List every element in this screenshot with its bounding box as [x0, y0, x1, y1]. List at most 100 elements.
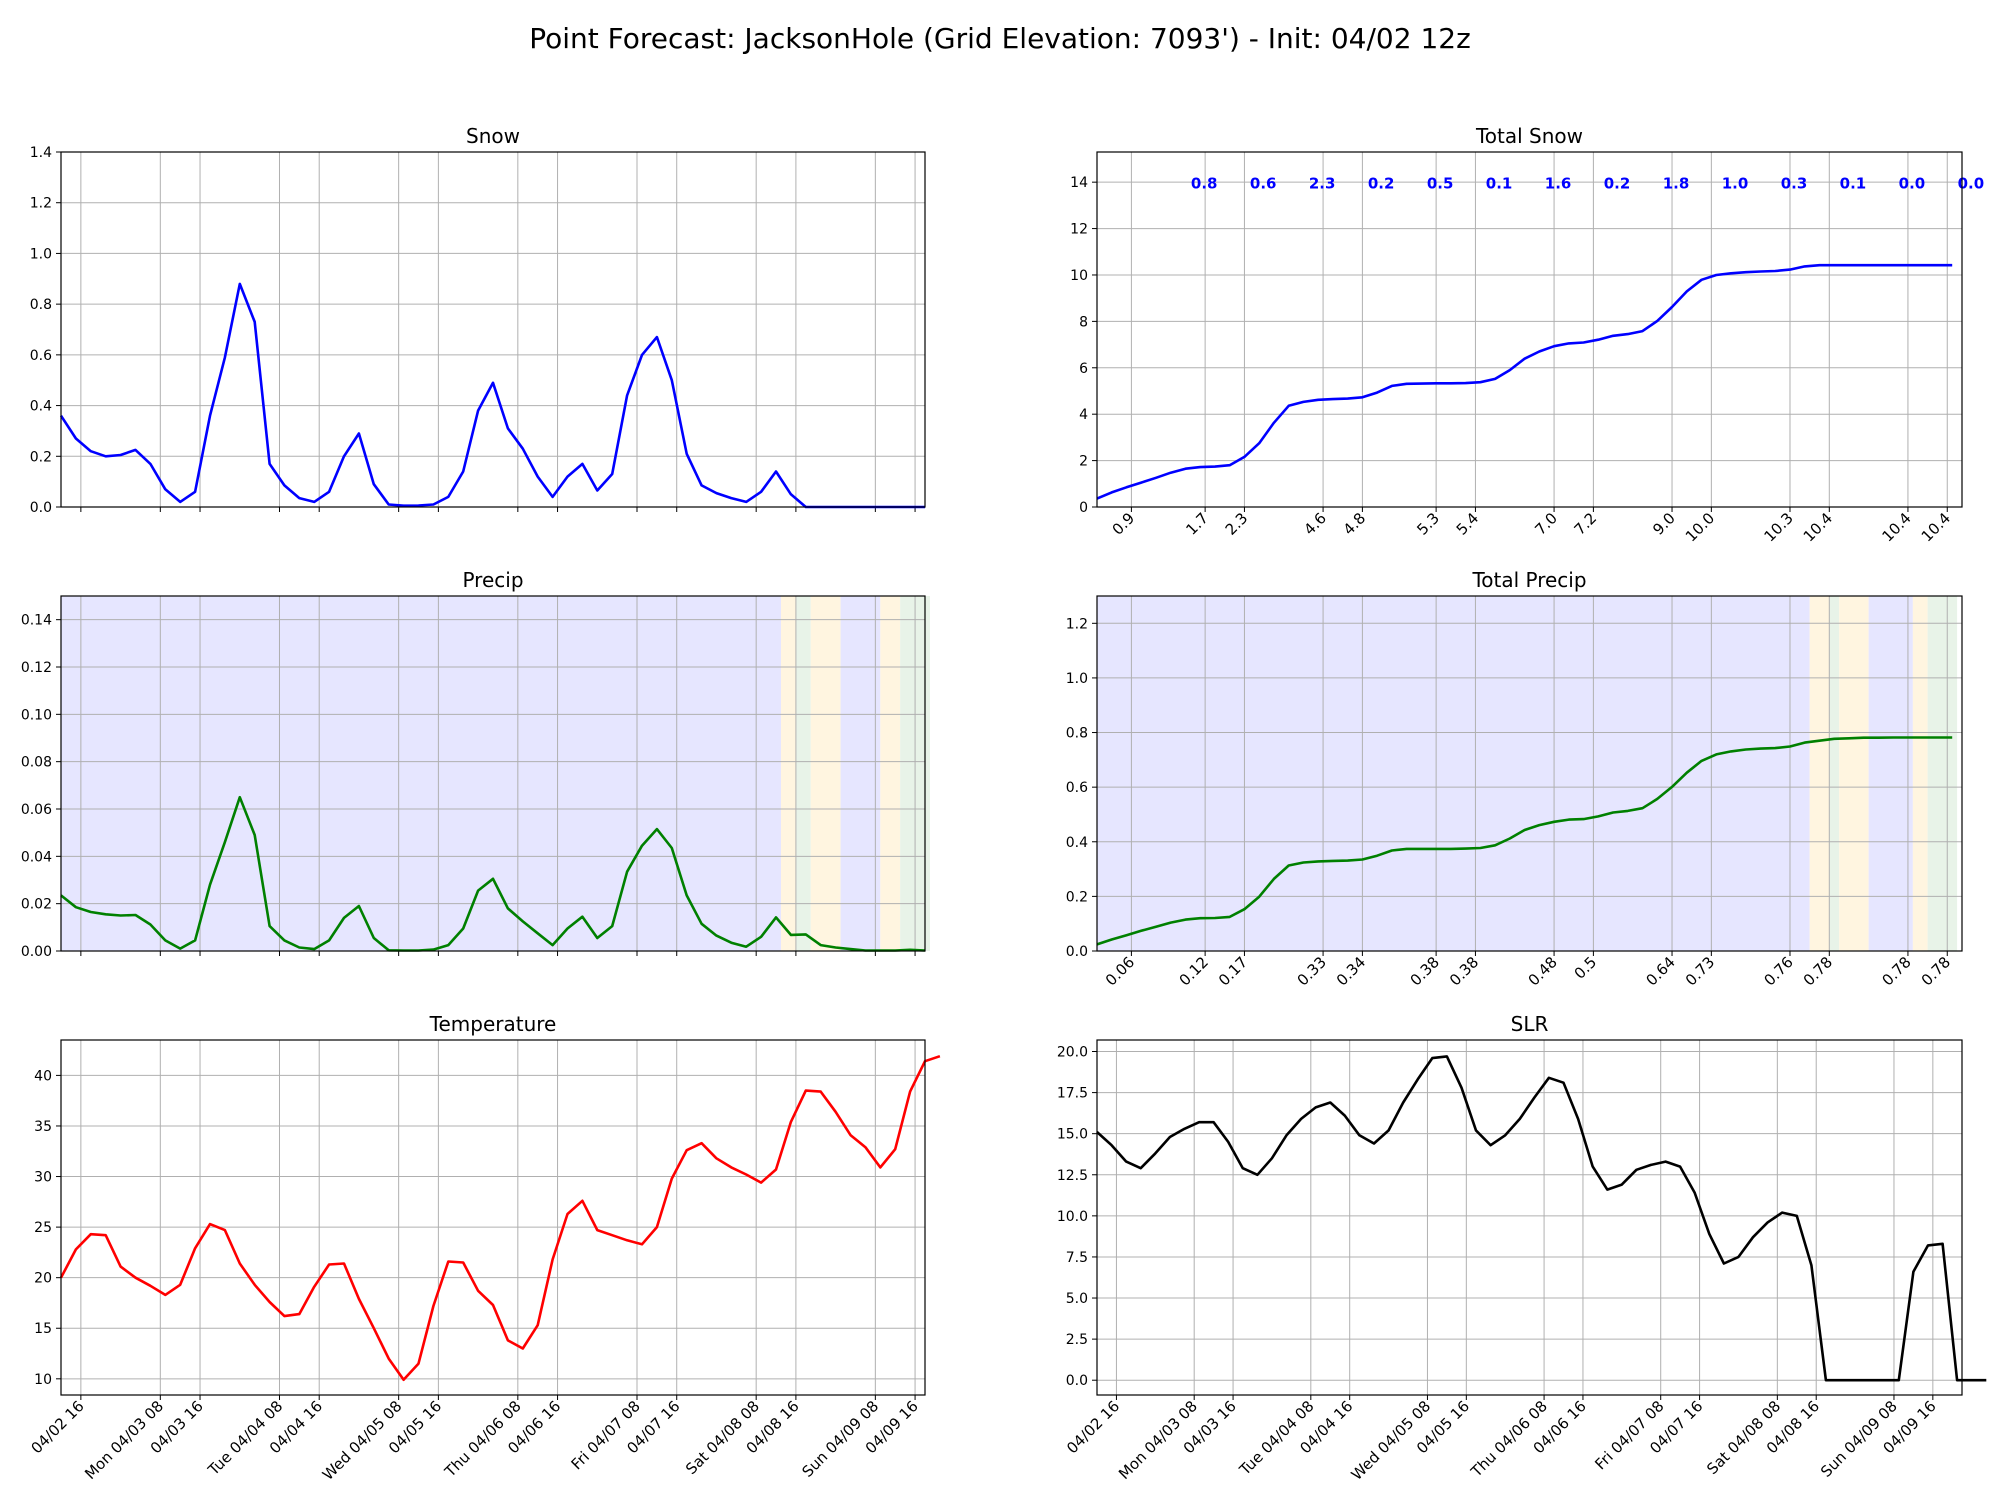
x-tick-label: 4.6 [1300, 509, 1330, 539]
axes-frame [1096, 151, 1963, 508]
panel-total-precip: 0.00.20.40.60.81.01.20.06 0.12 0.17 0.33 0.3… [1066, 568, 1963, 989]
y-tick-label: 12.5 [1057, 1168, 1088, 1184]
x-tick-label: 0.78 [1878, 953, 1914, 989]
period-total-label: 1.0 [1722, 174, 1749, 192]
precip-type-band [795, 596, 811, 951]
axes-frame [60, 595, 926, 952]
period-total-label: 0.5 [1427, 174, 1454, 192]
precip-type-band [880, 596, 901, 951]
x-tick-label: 10.4 [1800, 509, 1836, 545]
series-line [59, 1054, 941, 1382]
x-tick-label: 0.48 [1525, 953, 1561, 989]
precip-type-band [781, 596, 796, 951]
y-tick-label: 14 [1070, 175, 1088, 191]
y-tick-label: 17.5 [1057, 1086, 1088, 1102]
series-line [59, 282, 925, 509]
x-tick-label: 0.64 [1643, 953, 1679, 989]
period-total-label: 0.0 [1899, 174, 1926, 192]
x-tick-label: 10.3 [1760, 509, 1796, 545]
x-tick-label: 0.06 [1102, 953, 1138, 989]
y-tick-label: 0.14 [21, 613, 52, 629]
precip-type-band [1097, 596, 1810, 951]
y-tick-label: 0.2 [30, 449, 52, 465]
x-tick-label: 04/02 16 [28, 1397, 88, 1457]
y-tick-label: 0.10 [21, 707, 52, 723]
precip-type-band [1809, 596, 1830, 951]
axes-title: Temperature [429, 1012, 557, 1036]
x-tick-label: 0.38 [1446, 953, 1482, 989]
y-tick-label: 1.2 [1066, 616, 1088, 632]
x-tick-label: 5.3 [1413, 509, 1443, 539]
x-tick-label: 0.5 [1571, 953, 1601, 983]
y-tick-label: 8 [1079, 314, 1088, 330]
y-tick-label: 0.8 [30, 297, 52, 313]
period-total-label: 2.3 [1309, 174, 1336, 192]
figure-title: Point Forecast: JacksonHole (Grid Elevat… [529, 22, 1471, 55]
y-tick-label: 10 [1070, 268, 1088, 284]
y-tick-label: 2.5 [1066, 1332, 1088, 1348]
precip-type-band [810, 596, 841, 951]
x-tick-label: 4.8 [1340, 509, 1370, 539]
x-tick-label: 2.3 [1222, 509, 1252, 539]
x-tick-label: 0.73 [1682, 953, 1718, 989]
y-tick-label: 0.4 [1066, 835, 1088, 851]
y-tick-label: 1.2 [30, 196, 52, 212]
period-total-label: 0.3 [1781, 174, 1808, 192]
y-tick-label: 40 [34, 1068, 52, 1084]
x-tick-label: 0.38 [1407, 953, 1443, 989]
axes-title: Precip [462, 568, 523, 592]
axes-title: Total Precip [1471, 568, 1586, 592]
period-total-label: 0.1 [1840, 174, 1867, 192]
axes-frame [1096, 1039, 1963, 1396]
y-tick-label: 0.4 [30, 399, 52, 415]
y-tick-label: 25 [34, 1220, 52, 1236]
y-tick-label: 35 [34, 1119, 52, 1135]
period-total-label: 1.8 [1663, 174, 1690, 192]
precip-type-band [1927, 596, 1958, 951]
precip-type-band [1839, 596, 1869, 951]
y-tick-label: 0.0 [1066, 944, 1088, 960]
x-tick-label: 1.7 [1182, 509, 1212, 539]
x-tick-label: 04/02 16 [1063, 1397, 1123, 1457]
x-tick-label: 0.33 [1294, 953, 1330, 989]
x-tick-label: 0.34 [1333, 953, 1369, 989]
panel-snow: 0.0 0.2 0.4 0.6 0.8 1.0 1.2 1.4 Snow [30, 124, 926, 516]
period-total-label: 0.8 [1191, 174, 1218, 192]
y-tick-label: 4 [1079, 407, 1088, 423]
x-tick-label: 0.76 [1760, 953, 1796, 989]
x-tick-label: 10.0 [1682, 509, 1718, 545]
y-tick-label: 0.6 [30, 348, 52, 364]
panel-precip: 0.00 0.02 0.04 0.06 0.08 0.10 0.12 0.14 Precip [21, 568, 930, 960]
y-tick-label: 30 [34, 1170, 52, 1186]
y-tick-label: 0.06 [21, 802, 52, 818]
period-total-label: 0.0 [1958, 174, 1985, 192]
precip-type-band [840, 596, 881, 951]
precip-type-band [61, 596, 781, 951]
y-tick-label: 0.0 [1066, 1373, 1088, 1389]
y-tick-label: 20.0 [1057, 1045, 1088, 1061]
y-tick-label: 1.0 [1066, 671, 1088, 687]
x-tick-label: 0.17 [1215, 953, 1251, 989]
y-tick-label: 1.0 [30, 246, 52, 262]
x-tick-label: 0.12 [1176, 953, 1212, 989]
y-tick-label: 6 [1079, 361, 1088, 377]
period-total-label: 0.1 [1486, 174, 1513, 192]
y-tick-label: 5.0 [1066, 1291, 1088, 1307]
y-tick-label: 0.8 [1066, 726, 1088, 742]
y-tick-label: 12 [1070, 222, 1088, 238]
y-tick-label: 0.12 [21, 660, 52, 676]
x-tick-label: 0.78 [1918, 953, 1954, 989]
precip-type-band [1912, 596, 1928, 951]
axes-title: SLR [1511, 1012, 1549, 1036]
y-tick-label: 1.4 [30, 145, 52, 161]
axes-frame [1096, 595, 1963, 952]
y-tick-label: 10 [34, 1372, 52, 1388]
y-tick-label: 0.00 [21, 944, 52, 960]
precip-type-band [1829, 596, 1840, 951]
axes-frame [60, 1039, 926, 1396]
period-total-label: 0.2 [1368, 174, 1395, 192]
x-tick-label: 10.4 [1878, 509, 1914, 545]
panel-total-snow: 0 2 4 6 8 10 12 14 0.9 1.7 2.3 4.6 4.8 5.3 5.4 7.0 7.2 9.… [1070, 124, 1984, 545]
y-tick-label: 0.08 [21, 755, 52, 771]
